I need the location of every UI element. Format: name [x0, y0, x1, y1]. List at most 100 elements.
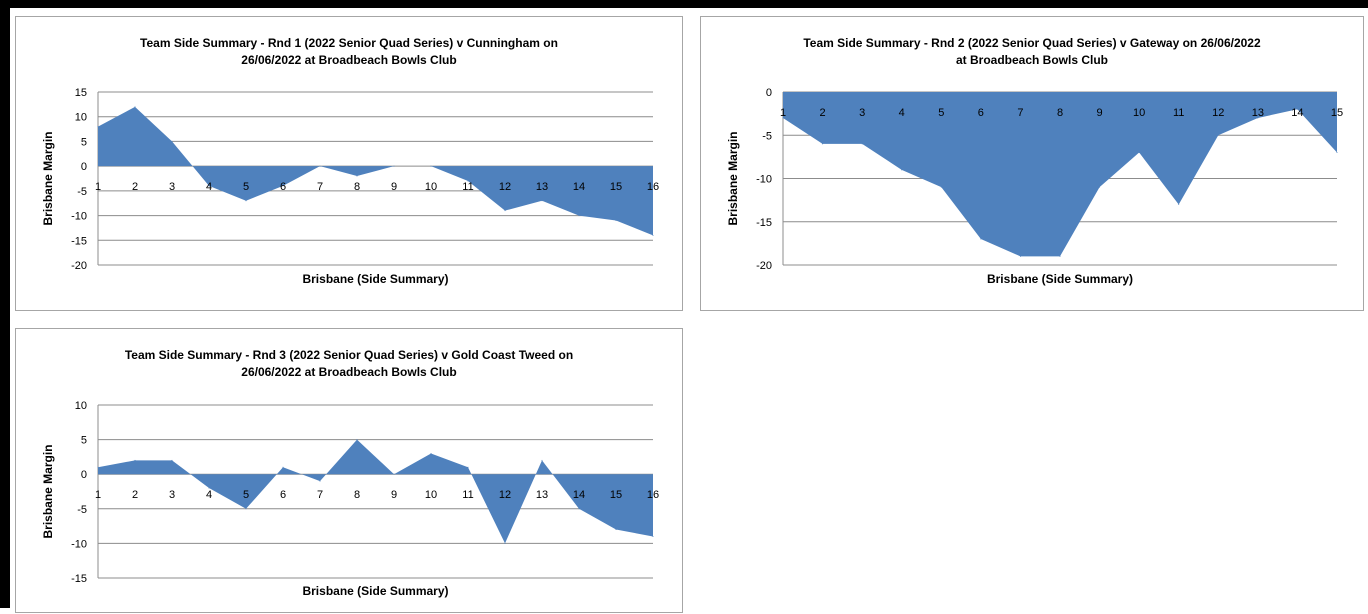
- x-tick-label: 3: [169, 489, 175, 501]
- data-point: [282, 466, 284, 468]
- x-tick-label: 3: [859, 107, 865, 119]
- x-tick-label: 15: [610, 181, 622, 193]
- x-tick-label: 11: [462, 489, 473, 501]
- chart-panel-rnd2: Team Side Summary - Rnd 2 (2022 Senior Q…: [700, 16, 1364, 311]
- chart-title-line2: 26/06/2022 at Broadbeach Bowls Club: [241, 53, 457, 67]
- x-tick-label: 1: [95, 181, 101, 193]
- data-point: [504, 542, 506, 544]
- x-tick-label: 5: [243, 489, 249, 501]
- x-tick-label: 15: [610, 489, 622, 501]
- y-tick-label: -15: [756, 217, 772, 229]
- data-point: [319, 165, 321, 167]
- chart-title-line2: at Broadbeach Bowls Club: [955, 53, 1109, 67]
- y-tick-label: 0: [81, 161, 87, 173]
- data-point: [245, 200, 247, 202]
- y-tick-label: -5: [77, 186, 87, 198]
- x-tick-label: 6: [280, 489, 286, 501]
- x-tick-label: 8: [354, 489, 360, 501]
- x-tick-label: 12: [1212, 107, 1224, 119]
- y-tick-label: 15: [75, 87, 87, 99]
- data-point: [1099, 186, 1101, 188]
- x-tick-label: 5: [243, 181, 249, 193]
- x-tick-label: 1: [780, 107, 786, 119]
- data-point: [319, 480, 321, 482]
- chart-title-line1: Team Side Summary - Rnd 2 (2022 Senior Q…: [803, 36, 1261, 50]
- x-tick-label: 4: [206, 489, 212, 501]
- series-area: [98, 439, 653, 544]
- series-area: [783, 92, 1337, 257]
- chart-title-line1: Team Side Summary - Rnd 3 (2022 Senior Q…: [124, 348, 574, 362]
- x-axis-label: Brisbane (Side Summary): [987, 272, 1133, 286]
- x-tick-label: 10: [425, 489, 437, 501]
- data-point: [578, 508, 580, 510]
- y-tick-label: -15: [71, 573, 87, 585]
- chart-panel-rnd1: Team Side Summary - Rnd 1 (2022 Senior Q…: [15, 16, 683, 311]
- x-tick-label: 12: [499, 181, 511, 193]
- x-tick-label: 3: [169, 181, 175, 193]
- y-tick-label: -5: [77, 504, 87, 516]
- x-tick-label: 15: [1331, 107, 1343, 119]
- data-point: [171, 140, 173, 142]
- y-axis-label: Brisbane Margin: [41, 131, 55, 225]
- x-tick-label: 4: [899, 107, 905, 119]
- x-tick-label: 14: [573, 489, 585, 501]
- data-point: [861, 143, 863, 145]
- x-axis-label: Brisbane (Side Summary): [302, 272, 448, 286]
- y-tick-label: 5: [81, 136, 87, 148]
- data-point: [430, 165, 432, 167]
- y-tick-label: -15: [71, 235, 87, 247]
- frame-top-border: [0, 0, 1368, 8]
- data-point: [1019, 255, 1021, 257]
- chart-title: Team Side Summary - Rnd 1 (2022 Senior Q…: [16, 35, 682, 69]
- data-point: [467, 466, 469, 468]
- data-point: [393, 165, 395, 167]
- data-point: [282, 185, 284, 187]
- data-point: [615, 220, 617, 222]
- data-point: [97, 126, 99, 128]
- y-tick-label: -20: [71, 260, 87, 272]
- data-point: [901, 169, 903, 171]
- chart-title-line2: 26/06/2022 at Broadbeach Bowls Club: [241, 365, 457, 379]
- y-tick-label: -20: [756, 260, 772, 272]
- y-axis-label: Brisbane Margin: [726, 131, 740, 225]
- y-tick-label: 5: [81, 435, 87, 447]
- data-point: [430, 452, 432, 454]
- data-point: [615, 529, 617, 531]
- data-point: [208, 185, 210, 187]
- chart-title-line1: Team Side Summary - Rnd 1 (2022 Senior Q…: [140, 36, 558, 50]
- data-point: [1217, 134, 1219, 136]
- data-point: [980, 238, 982, 240]
- y-tick-label: -5: [762, 130, 772, 142]
- x-tick-label: 13: [536, 489, 548, 501]
- data-point: [134, 106, 136, 108]
- x-tick-label: 2: [132, 181, 138, 193]
- data-point: [208, 487, 210, 489]
- y-tick-label: -10: [756, 174, 772, 186]
- data-point: [134, 459, 136, 461]
- chart-svg: 0-5-10-15-201 2 3 4 5 6 7 8 9 10 11 12 13 14 15Brisban…: [726, 87, 1343, 286]
- y-tick-label: -10: [71, 211, 87, 223]
- x-tick-label: 10: [425, 181, 437, 193]
- x-tick-label: 16: [647, 489, 659, 501]
- chart-title: Team Side Summary - Rnd 2 (2022 Senior Q…: [701, 35, 1363, 69]
- data-point: [1059, 255, 1061, 257]
- data-point: [245, 508, 247, 510]
- data-point: [1296, 108, 1298, 110]
- x-tick-label: 6: [978, 107, 984, 119]
- x-tick-label: 13: [1252, 107, 1264, 119]
- data-point: [541, 459, 543, 461]
- data-point: [1336, 152, 1338, 154]
- x-tick-label: 2: [132, 489, 138, 501]
- data-point: [97, 466, 99, 468]
- x-tick-label: 6: [280, 181, 286, 193]
- y-tick-label: 0: [766, 87, 772, 99]
- x-tick-label: 7: [317, 181, 323, 193]
- y-tick-label: -10: [71, 538, 87, 550]
- data-point: [652, 535, 654, 537]
- x-tick-label: 7: [1017, 107, 1023, 119]
- data-point: [393, 473, 395, 475]
- x-tick-label: 8: [1057, 107, 1063, 119]
- x-tick-label: 11: [1173, 107, 1184, 119]
- x-axis-label: Brisbane (Side Summary): [302, 584, 448, 598]
